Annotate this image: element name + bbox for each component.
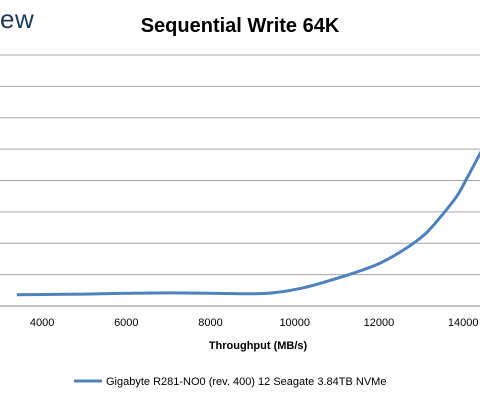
x-tick-label: 4000 [30,317,54,329]
series-line [16,150,480,297]
chart-title: Sequential Write 64K [140,15,340,37]
x-axis-title: Throughput (MB/s) [209,340,308,352]
x-tick-label: 10000 [279,317,310,329]
x-tick-labels: 4000 6000 8000 10000 12000 14000 [30,317,479,329]
x-tick-label: 12000 [364,317,395,329]
series-layer [16,150,480,297]
legend-label: Gigabyte R281-NO0 (rev. 400) 12 Seagate … [106,376,386,388]
legend: Gigabyte R281-NO0 (rev. 400) 12 Seagate … [74,376,386,388]
x-tick-label: 14000 [448,317,479,329]
x-tick-label: 6000 [114,317,138,329]
gridlines [0,54,480,276]
brand-logo-fragment: ew [0,4,35,34]
x-tick-label: 8000 [198,317,222,329]
